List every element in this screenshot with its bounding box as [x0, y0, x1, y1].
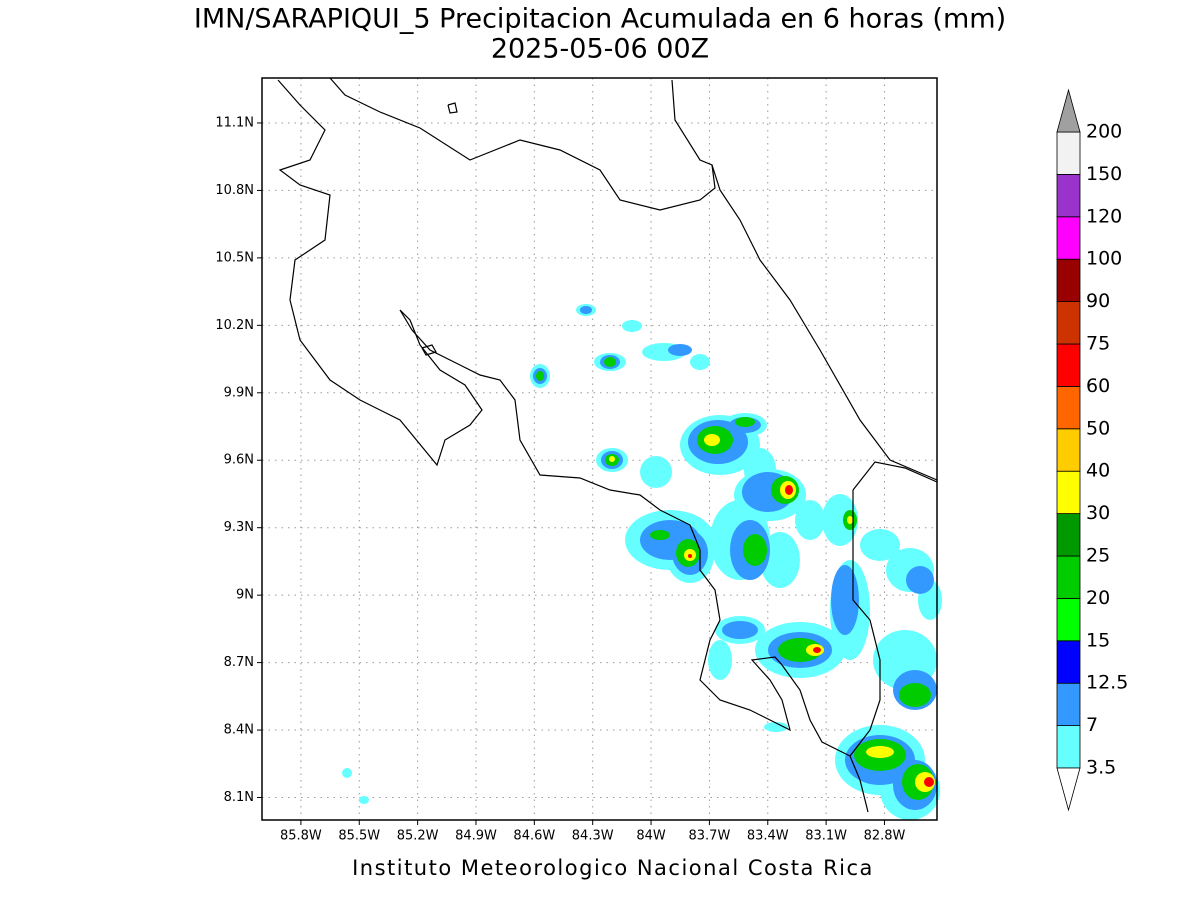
- colorbar-box: [1056, 301, 1081, 345]
- x-tick-label: 85.8W: [280, 829, 322, 844]
- colorbar: 3.5 7 12.5 15 20 25 30 40 50 60 75 90 100 120 150 200: [1056, 88, 1128, 812]
- coastlines: [277, 77, 938, 813]
- colorbar-label: 25: [1086, 545, 1110, 567]
- x-tick-label: 85.5W: [338, 829, 380, 844]
- x-tick-label: 83.4W: [747, 829, 789, 844]
- y-tick-label: 10.8N: [215, 183, 254, 198]
- colorbar-box: [1056, 216, 1081, 260]
- colorbar-label: 12.5: [1086, 672, 1128, 694]
- x-tick-label: 84.3W: [572, 829, 614, 844]
- x-tick-label: 84.6W: [513, 829, 555, 844]
- colorbar-label: 90: [1086, 290, 1110, 312]
- x-tick-label: 84W: [636, 829, 666, 844]
- y-tick-label: 9N: [236, 588, 254, 603]
- colorbar-box: [1056, 173, 1081, 218]
- colorbar-label: 120: [1086, 205, 1122, 227]
- x-tick-label: 82.8W: [864, 829, 906, 844]
- x-tick-label: 84.9W: [455, 829, 497, 844]
- colorbar-box: [1056, 640, 1081, 684]
- colorbar-box: [1056, 385, 1081, 430]
- colorbar-under: [1056, 767, 1081, 812]
- map-frame: [261, 77, 938, 821]
- colorbar-label: 7: [1086, 714, 1098, 736]
- y-tick-label: 8.4N: [224, 723, 254, 738]
- y-tick-label: 9.6N: [224, 453, 254, 468]
- subtitle: 2025-05-06 00Z: [491, 34, 709, 65]
- colorbar-box: [1056, 682, 1081, 727]
- footer: Instituto Meteorologico Nacional Costa R…: [352, 856, 874, 880]
- colorbar-box: [1056, 428, 1081, 472]
- colorbar-label: 200: [1086, 121, 1122, 143]
- colorbar-label: 20: [1086, 587, 1110, 609]
- colorbar-box: [1056, 555, 1081, 599]
- colorbar-label: 150: [1086, 163, 1122, 185]
- colorbar-box: [1056, 725, 1081, 769]
- colorbar-box: [1056, 513, 1081, 557]
- precipitation: [342, 304, 942, 820]
- colorbar-label: 30: [1086, 502, 1110, 524]
- colorbar-label: 3.5: [1086, 757, 1116, 779]
- y-tick-label: 9.9N: [224, 385, 254, 400]
- colorbar-label: 60: [1086, 375, 1110, 397]
- colorbar-label: 40: [1086, 460, 1110, 482]
- colorbar-box: [1056, 470, 1081, 515]
- colorbar-over: [1056, 88, 1081, 133]
- grid: [262, 78, 937, 820]
- axes: 85.8W 85.5W 85.2W 84.9W 84.6W 84.3W 84W 83.7W 83…: [215, 115, 905, 843]
- y-tick-label: 10.5N: [215, 250, 254, 265]
- title: IMN/SARAPIQUI_5 Precipitacion Acumulada …: [194, 4, 1006, 35]
- colorbar-box: [1056, 343, 1081, 387]
- colorbar-box: [1056, 258, 1081, 303]
- y-tick-label: 11.1N: [215, 115, 254, 130]
- colorbar-label: 100: [1086, 248, 1122, 270]
- colorbar-box: [1056, 598, 1081, 642]
- y-tick-label: 8.1N: [224, 790, 254, 805]
- x-tick-label: 85.2W: [397, 829, 439, 844]
- y-tick-label: 10.2N: [215, 318, 254, 333]
- colorbar-label: 15: [1086, 629, 1110, 651]
- colorbar-label: 75: [1086, 333, 1110, 355]
- colorbar-label: 50: [1086, 417, 1110, 439]
- x-tick-label: 83.1W: [805, 829, 847, 844]
- y-tick-label: 8.7N: [224, 655, 254, 670]
- y-tick-label: 9.3N: [224, 520, 254, 535]
- x-tick-label: 83.7W: [689, 829, 731, 844]
- colorbar-box: [1056, 131, 1081, 175]
